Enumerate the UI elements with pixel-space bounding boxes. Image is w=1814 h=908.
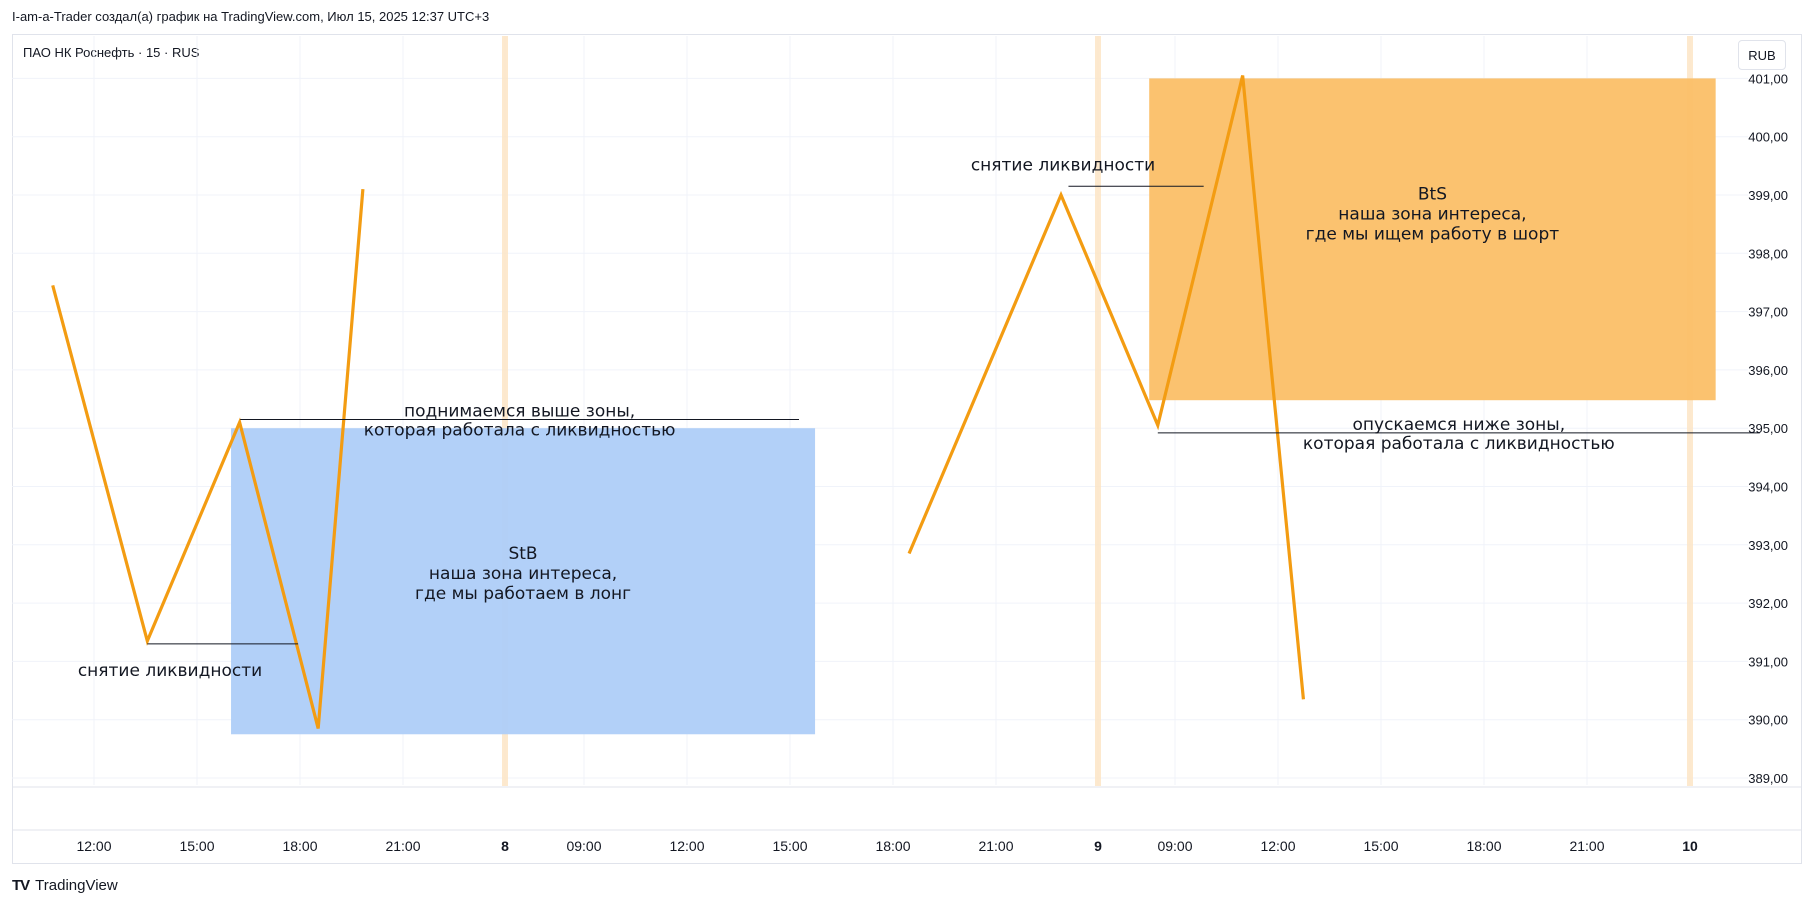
x-tick-label: 12:00 <box>76 838 111 854</box>
x-tick-label: 15:00 <box>772 838 807 854</box>
tradingview-watermark: TV TradingView <box>12 877 118 894</box>
chart-caption: I-am-a-Trader создал(а) график на Tradin… <box>12 9 490 24</box>
x-tick-label: 15:00 <box>1363 838 1398 854</box>
y-tick-label: 391,00 <box>1748 654 1788 669</box>
y-tick-label: 400,00 <box>1748 130 1788 145</box>
session-divider <box>1687 36 1693 786</box>
y-tick-label: 395,00 <box>1748 421 1788 436</box>
annotation-label: снятие ликвидности <box>78 661 262 681</box>
long-zone-label: StB <box>508 544 537 564</box>
annotation-label: снятие ликвидности <box>971 155 1155 175</box>
y-tick-label: 390,00 <box>1748 713 1788 728</box>
y-tick-label: 389,00 <box>1748 771 1788 786</box>
long-zone-label: наша зона интереса, <box>429 564 617 584</box>
x-tick-label: 18:00 <box>875 838 910 854</box>
short-zone <box>1149 78 1716 401</box>
y-tick-label: 398,00 <box>1748 246 1788 261</box>
short-zone-label: наша зона интереса, <box>1338 204 1526 224</box>
y-tick-label: 392,00 <box>1748 596 1788 611</box>
y-tick-label: 399,00 <box>1748 188 1788 203</box>
long-zone <box>231 428 816 735</box>
x-tick-label: 09:00 <box>566 838 601 854</box>
y-tick-label: 393,00 <box>1748 538 1788 553</box>
y-tick-label: 394,00 <box>1748 480 1788 495</box>
y-tick-label: 397,00 <box>1748 305 1788 320</box>
annotation-label: которая работала с ликвидностью <box>364 420 676 440</box>
currency-button[interactable]: RUB <box>1738 40 1786 70</box>
x-tick-label: 15:00 <box>179 838 214 854</box>
tradingview-logo-icon: TV <box>12 877 30 894</box>
short-zone-label: BtS <box>1418 184 1447 204</box>
x-tick-label: 10 <box>1682 838 1698 854</box>
x-tick-label: 09:00 <box>1157 838 1192 854</box>
x-tick-label: 21:00 <box>1569 838 1604 854</box>
annotation-label: опускаемся ниже зоны, <box>1353 415 1566 435</box>
x-tick-label: 21:00 <box>978 838 1013 854</box>
x-tick-label: 18:00 <box>282 838 317 854</box>
x-tick-label: 12:00 <box>669 838 704 854</box>
session-divider <box>502 36 508 786</box>
session-divider <box>1095 36 1101 786</box>
symbol-label[interactable]: ПАО НК Роснефть · 15 · RUS <box>23 45 200 60</box>
x-tick-label: 21:00 <box>385 838 420 854</box>
short-zone-label: где мы ищем работу в шорт <box>1306 224 1560 244</box>
long-zone-label: где мы работаем в лонг <box>415 584 631 604</box>
annotation-label: которая работала с ликвидностью <box>1303 434 1615 454</box>
x-tick-label: 9 <box>1094 838 1102 854</box>
x-tick-label: 18:00 <box>1466 838 1501 854</box>
x-tick-label: 8 <box>501 838 509 854</box>
chart-frame <box>12 34 1802 864</box>
x-tick-label: 12:00 <box>1260 838 1295 854</box>
y-tick-label: 401,00 <box>1748 71 1788 86</box>
annotation-label: поднимаемся выше зоны, <box>404 401 635 421</box>
y-tick-label: 396,00 <box>1748 363 1788 378</box>
tradingview-brand: TradingView <box>35 877 118 894</box>
